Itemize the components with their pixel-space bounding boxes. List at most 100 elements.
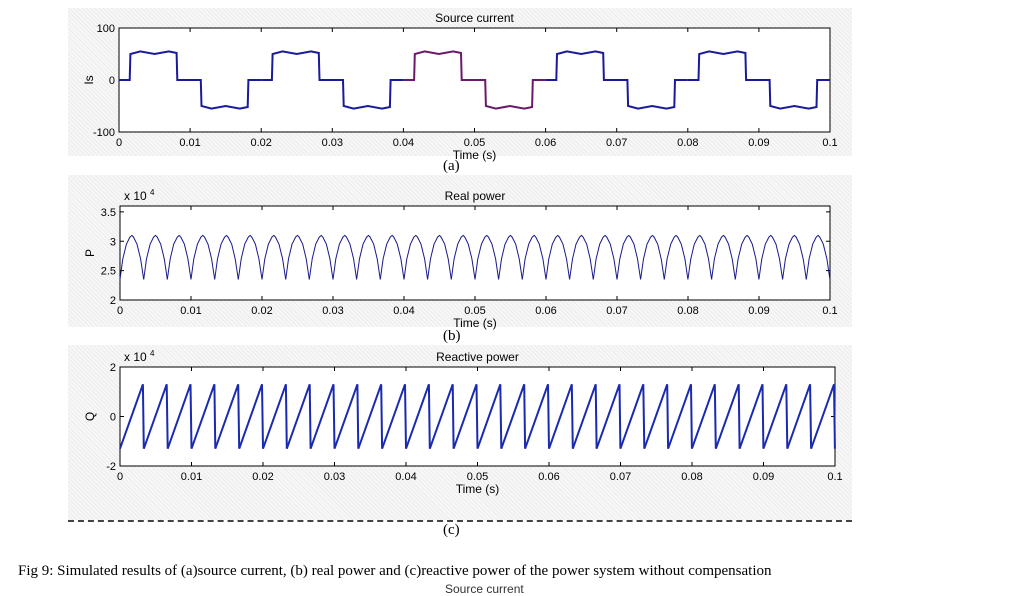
series-line-segment <box>142 383 169 450</box>
series-line-segment <box>214 383 241 450</box>
series-line-segment <box>734 234 760 280</box>
series-line-segment <box>427 234 452 280</box>
series-line-segment <box>545 50 688 110</box>
series-line-segment <box>786 383 813 450</box>
series-line-segment <box>640 234 665 280</box>
series-line-segment <box>500 383 527 450</box>
series-line-segment <box>714 383 741 450</box>
chart-title: Real power <box>445 189 506 203</box>
series-line-segment <box>238 383 264 450</box>
series-line-segment <box>119 50 262 110</box>
series-line-segment <box>762 383 789 450</box>
series-line-segment <box>758 234 784 280</box>
series-line-segment <box>190 234 216 280</box>
axis-exponent: x 10 <box>124 350 147 364</box>
series-line-segment <box>333 383 360 450</box>
x-axis-label: Time (s) <box>456 482 500 496</box>
x-tick-label: 0.08 <box>677 305 698 317</box>
x-axis-label: Time (s) <box>453 148 497 162</box>
series-line-segment <box>643 383 670 450</box>
x-tick-label: 0.03 <box>322 137 343 149</box>
series-line-segment <box>667 383 693 450</box>
series-line-segment <box>474 234 500 280</box>
y-tick-label: 2 <box>110 295 116 307</box>
series-line-segment <box>379 234 405 280</box>
y-axis-label: Q <box>83 412 97 421</box>
series-line-segment <box>782 234 807 280</box>
x-tick-label: 0.06 <box>535 137 556 149</box>
x-tick-label: 0.01 <box>181 471 202 483</box>
series-line-segment <box>357 383 384 450</box>
axis-exponent: x 10 <box>124 189 147 203</box>
series-line-segment <box>166 383 193 450</box>
x-tick-label: 0.03 <box>322 305 343 317</box>
y-tick-label: 100 <box>97 23 115 35</box>
series-line-segment <box>166 234 192 280</box>
x-tick-label: 0.08 <box>677 137 698 149</box>
y-tick-label: 2.5 <box>101 266 116 278</box>
series-line-segment <box>687 50 830 110</box>
x-tick-label: 0.04 <box>393 137 414 149</box>
series-line-segment <box>119 383 145 450</box>
series-line-segment <box>356 234 381 280</box>
series-line-segment <box>810 383 836 450</box>
series-line-segment <box>738 383 765 450</box>
x-tick-label: 0.05 <box>467 471 488 483</box>
x-tick-label: 0 <box>117 471 123 483</box>
series-line-segment <box>663 234 689 280</box>
series-line-segment <box>690 383 717 450</box>
series-line-segment <box>498 234 523 280</box>
cut-off-title: Source current <box>445 582 524 596</box>
x-tick-label: 0 <box>117 305 123 317</box>
x-tick-label: 0.02 <box>250 137 271 149</box>
x-tick-label: 0.06 <box>538 471 559 483</box>
series-line-segment <box>403 50 546 110</box>
y-tick-label: 2 <box>110 362 116 374</box>
y-tick-label: 3 <box>110 236 116 248</box>
series-line-segment <box>261 234 287 280</box>
y-tick-label: -100 <box>93 127 115 139</box>
y-tick-label: 3.5 <box>101 207 116 219</box>
series-line-segment <box>381 383 407 450</box>
plot-area <box>119 205 831 301</box>
x-tick-label: 0.04 <box>395 471 416 483</box>
x-tick-label: 0.01 <box>179 137 200 149</box>
series-line-segment <box>805 234 831 280</box>
axis-exponent-power: 4 <box>150 188 155 197</box>
y-tick-label: 0 <box>110 412 116 424</box>
figure-caption: Fig 9: Simulated results of (a)source cu… <box>18 563 772 579</box>
axis-exponent-power: 4 <box>150 349 155 358</box>
series-line-segment <box>524 383 550 450</box>
x-tick-label: 0.09 <box>748 305 769 317</box>
x-tick-label: 0 <box>116 137 122 149</box>
x-tick-label: 0.09 <box>753 471 774 483</box>
series-line-segment <box>403 234 429 280</box>
panel-label-b: (b) <box>443 328 461 344</box>
x-tick-label: 0.07 <box>606 137 627 149</box>
x-tick-label: 0.03 <box>324 471 345 483</box>
x-tick-label: 0.1 <box>822 137 837 149</box>
series-line-segment <box>545 234 571 280</box>
series-line-segment <box>521 234 547 280</box>
x-tick-label: 0.05 <box>464 137 485 149</box>
series-line-segment <box>143 234 168 280</box>
series-line-segment <box>619 383 646 450</box>
divider <box>68 520 852 522</box>
series-line-segment <box>569 234 594 280</box>
x-tick-label: 0.08 <box>681 471 702 483</box>
series-line-segment <box>261 50 404 110</box>
series-line-segment <box>285 234 310 280</box>
x-tick-label: 0.07 <box>610 471 631 483</box>
series-line-segment <box>285 383 312 450</box>
y-tick-label: -2 <box>106 461 116 473</box>
x-tick-label: 0.1 <box>827 471 842 483</box>
y-axis-label: Is <box>82 75 96 84</box>
y-tick-label: 0 <box>109 75 115 87</box>
series-line-segment <box>119 234 145 280</box>
x-tick-label: 0.04 <box>393 305 414 317</box>
x-tick-label: 0.02 <box>252 471 273 483</box>
series-line-segment <box>214 234 239 280</box>
series-line-segment <box>262 383 288 450</box>
series-line-segment <box>450 234 476 280</box>
series-line-segment <box>405 383 431 450</box>
